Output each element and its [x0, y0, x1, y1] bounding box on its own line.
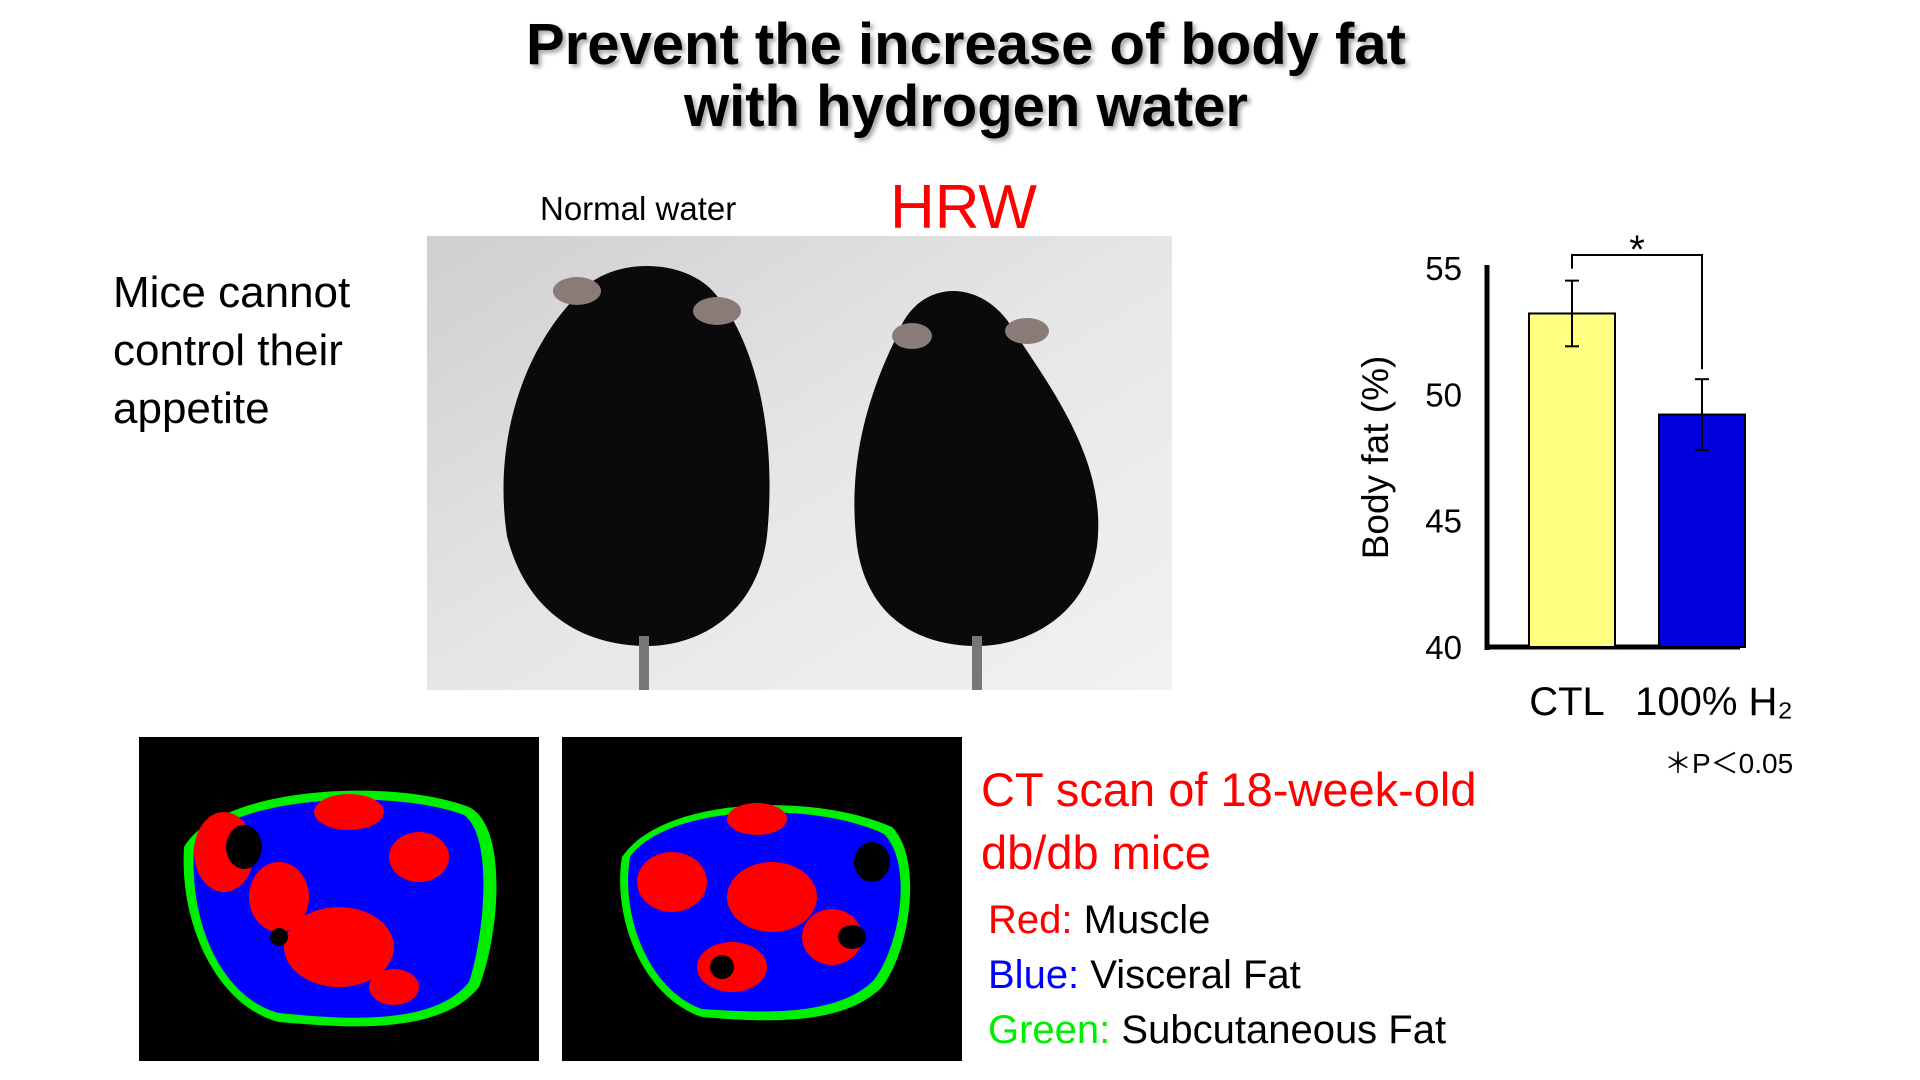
ct-title-line-1: CT scan of 18-week-old: [981, 763, 1477, 816]
p-value-note: ＊P＜0.05: [1664, 748, 1794, 779]
y-tick-label: 40: [1425, 629, 1462, 666]
mouse-hrw: [854, 291, 1099, 690]
mouse-normal-water: [503, 266, 770, 690]
appetite-line-1: Mice cannot: [113, 268, 351, 317]
bar-1: [1658, 413, 1746, 648]
y-tick-label: 55: [1425, 250, 1462, 287]
bar-0: [1528, 312, 1616, 648]
legend-value: Visceral Fat: [1090, 953, 1301, 997]
legend-green: Green: Subcutaneous Fat: [988, 1003, 1446, 1058]
ct-legend: Red: Muscle Blue: Visceral Fat Green: Su…: [988, 893, 1446, 1058]
legend-blue: Blue: Visceral Fat: [988, 948, 1446, 1003]
title-line-2: with hydrogen water: [684, 74, 1248, 139]
legend-key: Blue:: [988, 953, 1080, 997]
x-tick-label: 100% H₂: [1635, 680, 1793, 724]
mice-photo: [427, 236, 1172, 690]
normal-water-label: Normal water: [540, 190, 737, 227]
slide-title: Prevent the increase of body fat with hy…: [0, 14, 1920, 138]
body-fat-chart: 40 45 50 55 Body fat (%) CTL 100% H₂ *: [1355, 228, 1793, 724]
legend-key: Green:: [988, 1008, 1111, 1052]
appetite-line-2: control their: [113, 326, 343, 375]
significance-marker: *: [1629, 228, 1645, 272]
significance-bracket: [1571, 254, 1703, 370]
legend-value: Muscle: [1083, 898, 1211, 942]
hrw-label: HRW: [890, 173, 1037, 242]
ct-scan-normal-water: [139, 737, 539, 1061]
y-tick-label: 45: [1425, 503, 1462, 540]
y-axis-label: Body fat (%): [1355, 356, 1396, 560]
ct-scan-hrw: [562, 737, 962, 1061]
x-tick-label: CTL: [1529, 680, 1605, 724]
legend-value: Subcutaneous Fat: [1121, 1008, 1447, 1052]
legend-key: Red:: [988, 898, 1073, 942]
title-line-1: Prevent the increase of body fat: [526, 12, 1406, 77]
legend-red: Red: Muscle: [988, 893, 1446, 948]
appetite-text: Mice cannot control their appetite: [113, 264, 350, 438]
ct-title: CT scan of 18-week-old db/db mice: [981, 758, 1476, 884]
ct-title-line-2: db/db mice: [981, 826, 1211, 879]
appetite-line-3: appetite: [113, 384, 270, 433]
y-tick-label: 50: [1425, 376, 1462, 413]
